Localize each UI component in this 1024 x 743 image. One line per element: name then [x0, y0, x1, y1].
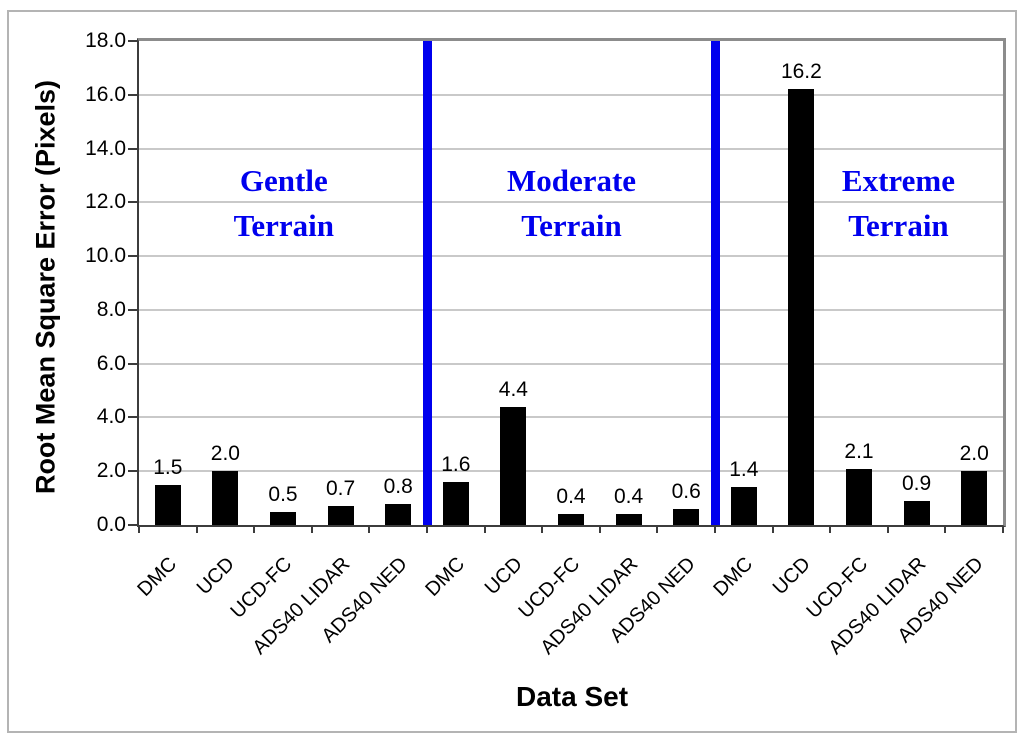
- terrain-section-label-line: Moderate: [506, 163, 637, 198]
- x-axis-tick: [656, 527, 659, 533]
- bar: [673, 508, 700, 525]
- y-axis-tick: [128, 470, 137, 473]
- bar: [615, 514, 642, 525]
- gridline: [139, 201, 1003, 204]
- bar: [154, 484, 181, 525]
- x-axis-tick: [598, 527, 601, 533]
- x-axis-tick: [541, 527, 544, 533]
- x-axis-tick: [138, 527, 140, 533]
- gridline: [139, 416, 1003, 419]
- y-axis-tick: [128, 147, 137, 150]
- bar-value-label: 4.4: [498, 377, 528, 401]
- terrain-separator-line: [422, 41, 432, 525]
- bar-value-label: 0.4: [613, 485, 644, 509]
- bar-value-label: 0.7: [325, 477, 356, 501]
- x-axis-tick: [253, 527, 256, 533]
- gridline: [139, 255, 1003, 258]
- bar: [270, 511, 296, 525]
- x-axis-tick: [426, 527, 428, 533]
- x-axis-tick: [714, 527, 716, 533]
- bar-value-label: 0.6: [671, 479, 701, 503]
- x-axis-tick: [1002, 527, 1004, 533]
- y-axis-tick: [128, 362, 137, 365]
- y-axis-tick: [128, 93, 137, 96]
- terrain-section-label-line: Gentle: [239, 163, 328, 198]
- x-axis-tick: [944, 527, 947, 533]
- bar-value-label: 1.5: [153, 455, 183, 479]
- bar: [846, 468, 872, 525]
- x-axis-title: Data Set: [515, 681, 629, 712]
- y-axis-tick-label: 2.0: [96, 459, 126, 483]
- bar: [903, 500, 930, 525]
- y-axis-tick: [128, 308, 137, 311]
- y-axis-title: Root Mean Square Error (Pixels): [30, 79, 61, 495]
- gridline: [139, 362, 1003, 365]
- bar: [385, 503, 412, 525]
- bar-value-label: 2.0: [959, 442, 989, 466]
- bar-value-label: 2.0: [210, 442, 240, 466]
- gridline: [139, 470, 1003, 473]
- bar-value-label: 0.5: [268, 482, 298, 506]
- x-axis-tick: [483, 527, 486, 533]
- y-axis-tick-label: 4.0: [96, 405, 126, 429]
- y-axis-tick: [128, 40, 137, 42]
- x-axis-tick: [829, 527, 832, 533]
- bar-value-label: 0.8: [383, 474, 413, 498]
- y-axis-tick-label: 8.0: [96, 297, 126, 321]
- y-axis-tick-label: 16.0: [85, 82, 126, 106]
- bar: [500, 406, 527, 525]
- bar: [327, 506, 354, 525]
- y-axis-tick-label: 14.0: [85, 136, 126, 160]
- bar-value-label: 0.9: [901, 471, 932, 495]
- terrain-section-label-line: Extreme: [841, 163, 955, 198]
- y-axis-tick-label: 18.0: [85, 29, 126, 52]
- x-axis-tick: [886, 527, 889, 533]
- bar: [730, 487, 757, 525]
- y-axis-tick: [128, 255, 137, 258]
- terrain-section-label-line: Terrain: [848, 208, 949, 243]
- terrain-section-label: Extreme Terrain: [842, 158, 955, 248]
- bar: [788, 89, 815, 525]
- bar: [212, 471, 239, 525]
- bar-value-label: 0.4: [556, 485, 586, 509]
- gridline: [139, 308, 1003, 311]
- terrain-section-label: Moderate Terrain: [507, 158, 636, 248]
- x-axis-tick: [771, 527, 774, 533]
- bar-value-label: 1.4: [729, 458, 759, 482]
- y-axis-tick-label: 10.0: [85, 244, 126, 268]
- bar: [961, 471, 988, 525]
- terrain-section-label: Gentle Terrain: [234, 158, 334, 248]
- terrain-section-label-line: Terrain: [521, 208, 622, 243]
- gridline: [139, 147, 1003, 150]
- y-axis-tick-label: 6.0: [96, 351, 126, 375]
- plot-area: 0.0 2.0 4.0 6.0 8.0 10.0 12.0 14.0 16.0 18.0 1.5 DM…: [85, 29, 1006, 659]
- y-axis-tick: [128, 524, 137, 526]
- x-axis-tick: [195, 527, 198, 533]
- bar-value-label: 16.2: [780, 60, 822, 84]
- y-axis-tick: [128, 416, 137, 419]
- x-axis-tick: [310, 527, 313, 533]
- terrain-section-label-line: Terrain: [233, 208, 335, 243]
- y-axis-tick-label: 0.0: [96, 513, 126, 536]
- terrain-separator-line: [710, 41, 720, 525]
- x-axis-tick: [368, 527, 371, 533]
- gridline: [139, 93, 1003, 96]
- y-axis-tick-label: 12.0: [85, 190, 126, 214]
- bar: [558, 514, 584, 525]
- bar-value-label: 2.1: [844, 439, 874, 463]
- y-axis-tick: [128, 201, 137, 204]
- bar-value-label: 1.6: [441, 452, 471, 476]
- bar: [442, 481, 469, 525]
